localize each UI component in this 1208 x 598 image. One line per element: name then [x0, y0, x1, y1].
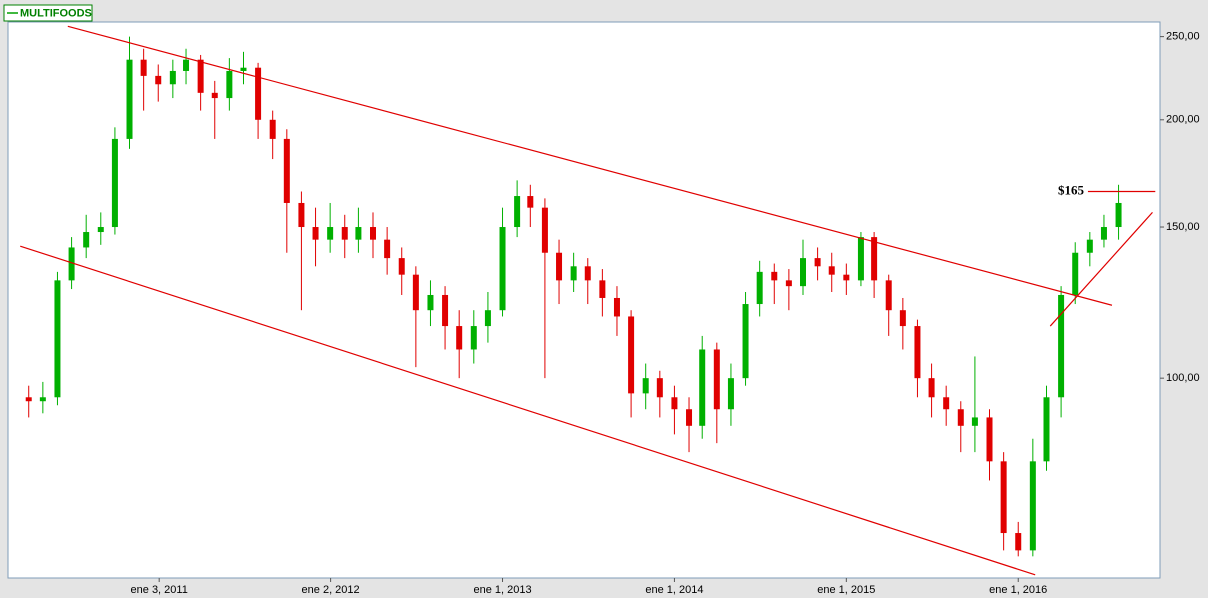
candle-body: [527, 196, 534, 208]
candle-body: [671, 397, 678, 410]
candle-body: [197, 59, 204, 93]
plot-area: [7, 21, 1161, 579]
candle-body: [68, 247, 75, 281]
candle-body: [39, 397, 46, 402]
x-tick-label: ene 1, 2014: [645, 584, 703, 596]
candle-body: [269, 119, 276, 139]
candle-body: [771, 271, 778, 281]
candle-body: [412, 274, 419, 311]
candle-body: [713, 349, 720, 410]
candle-body: [727, 378, 734, 410]
legend-label: MULTIFOODS: [20, 7, 92, 19]
x-tick-label: ene 1, 2013: [473, 584, 531, 596]
candle-body: [25, 397, 32, 402]
candle-body: [484, 310, 491, 327]
x-tick-label: ene 3, 2011: [131, 584, 188, 596]
candle-body: [885, 280, 892, 311]
candle-body: [656, 378, 663, 398]
candle-body: [613, 297, 620, 317]
candle-body: [183, 59, 190, 71]
candle-body: [427, 294, 434, 311]
candle-body: [785, 280, 792, 287]
y-tick-label: 150,00: [1166, 221, 1200, 233]
candle-body: [957, 409, 964, 426]
candle-body: [800, 258, 807, 287]
candle-body: [857, 237, 864, 281]
candle-body: [1029, 461, 1036, 551]
candle-body: [1043, 397, 1050, 462]
candle-body: [298, 202, 305, 228]
trend-line: [1049, 212, 1153, 327]
candle-body: [1058, 294, 1065, 398]
candle-body: [169, 70, 176, 85]
candle-body: [556, 252, 563, 281]
candle-body: [499, 227, 506, 311]
candle-body: [370, 227, 377, 240]
candle-body: [355, 227, 362, 240]
y-tick-label: 250,00: [1166, 31, 1200, 43]
candle-body: [255, 67, 262, 120]
candle-body: [470, 326, 477, 350]
candle-body: [599, 280, 606, 298]
candle-body: [814, 258, 821, 267]
candle-body: [871, 237, 878, 281]
candle-body: [83, 232, 90, 248]
candle-body: [686, 409, 693, 426]
candle-body: [742, 304, 749, 379]
candle-body: [283, 138, 290, 203]
candle-body: [928, 378, 935, 398]
x-tick-label: ene 1, 2016: [989, 584, 1047, 596]
candle-body: [756, 271, 763, 305]
candle-body: [1072, 252, 1079, 295]
candle-body: [155, 75, 162, 85]
candle-body: [456, 326, 463, 350]
candle-body: [584, 266, 591, 281]
candle-body: [570, 266, 577, 281]
trend-line: [67, 25, 1113, 306]
candle-body: [312, 227, 319, 240]
candle-body: [642, 378, 649, 394]
x-tick-label: ene 1, 2015: [817, 584, 875, 596]
candle-body: [541, 207, 548, 253]
candle-body: [699, 349, 706, 426]
x-tick-label: ene 2, 2012: [302, 584, 360, 596]
candle-body: [971, 417, 978, 426]
candle-body: [442, 294, 449, 327]
candle-body: [843, 274, 850, 281]
candle-body: [226, 70, 233, 99]
candle-body: [97, 227, 104, 233]
candle-body: [341, 227, 348, 240]
candle-body: [986, 417, 993, 462]
candle-body: [111, 138, 118, 228]
candle-body: [398, 258, 405, 275]
candle-body: [1100, 227, 1107, 240]
candle-body: [140, 59, 147, 76]
trend-line: [20, 245, 1036, 576]
y-tick-label: 200,00: [1166, 114, 1200, 126]
candle-body: [628, 316, 635, 394]
candle-body: [943, 397, 950, 410]
candle-body: [327, 227, 334, 240]
candle-body: [1086, 239, 1093, 253]
candle-body: [1115, 202, 1122, 228]
candle-body: [240, 67, 247, 71]
candle-body: [1015, 533, 1022, 551]
candle-body: [1000, 461, 1007, 534]
candle-body: [899, 310, 906, 327]
candle-body: [384, 239, 391, 259]
legend: [3, 4, 93, 22]
candle-body: [514, 196, 521, 228]
candle-body: [54, 280, 61, 398]
candle-body: [126, 59, 133, 139]
candle-body: [211, 92, 218, 99]
candle-body: [828, 266, 835, 275]
annotation: $165: [1058, 182, 1085, 197]
candle-body: [914, 326, 921, 379]
y-tick-label: 100,00: [1166, 372, 1200, 384]
